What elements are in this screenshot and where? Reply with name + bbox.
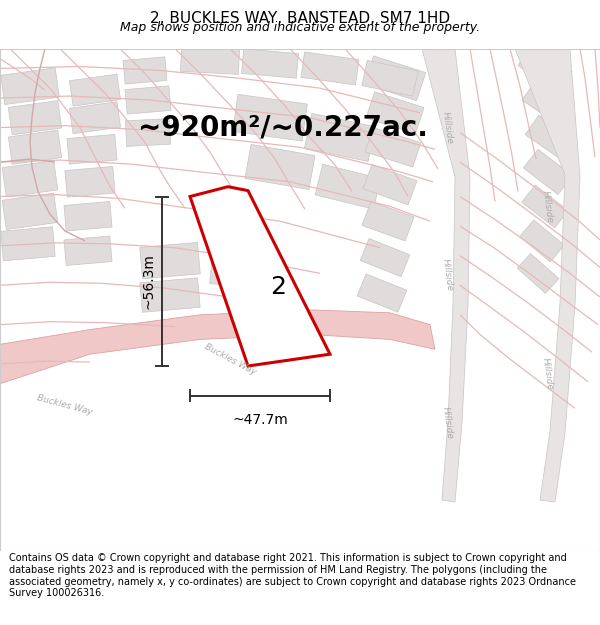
Bar [181, 47, 239, 74]
Bar [525, 115, 575, 159]
Bar [523, 149, 573, 194]
Text: Map shows position and indicative extent of the property.: Map shows position and indicative extent… [120, 21, 480, 34]
Text: Hillside: Hillside [441, 111, 455, 144]
Bar [304, 113, 376, 161]
Text: Hillside: Hillside [441, 406, 455, 440]
Bar [1, 227, 55, 261]
Bar [517, 254, 559, 293]
Bar [64, 201, 112, 231]
Bar [2, 193, 58, 229]
Bar [522, 80, 574, 126]
Bar [245, 144, 315, 189]
Bar [1, 68, 59, 104]
Bar [242, 49, 298, 78]
Bar [365, 127, 421, 167]
Bar [518, 44, 572, 92]
Bar [363, 164, 417, 205]
Bar [520, 220, 565, 262]
Bar [364, 56, 426, 101]
Bar [233, 94, 307, 141]
Text: Contains OS data © Crown copyright and database right 2021. This information is : Contains OS data © Crown copyright and d… [9, 554, 576, 598]
Bar [65, 166, 115, 197]
Bar [67, 134, 117, 164]
Bar [123, 57, 167, 84]
Text: Hillside: Hillside [441, 259, 455, 292]
Bar [70, 74, 121, 106]
Polygon shape [190, 187, 330, 366]
Bar [301, 52, 359, 85]
Bar [64, 236, 112, 266]
Bar [140, 242, 200, 279]
Text: ~47.7m: ~47.7m [232, 413, 288, 428]
Text: 2, BUCKLES WAY, BANSTEAD, SM7 1HD: 2, BUCKLES WAY, BANSTEAD, SM7 1HD [150, 11, 450, 26]
Text: 2: 2 [270, 275, 286, 299]
Bar [125, 119, 170, 146]
Text: Hillside: Hillside [541, 189, 555, 223]
Text: ~920m²/~0.227ac.: ~920m²/~0.227ac. [138, 114, 428, 142]
Bar [315, 164, 381, 209]
Polygon shape [0, 310, 435, 384]
Bar [360, 239, 410, 277]
Text: ~56.3m: ~56.3m [141, 253, 155, 309]
Text: Buckles Way: Buckles Way [203, 342, 257, 376]
Polygon shape [515, 49, 580, 502]
Bar [8, 130, 62, 164]
Bar [521, 185, 568, 228]
Text: Hillside: Hillside [541, 357, 555, 391]
Bar [70, 102, 121, 134]
Bar [210, 253, 270, 289]
Bar [8, 101, 62, 135]
Bar [357, 274, 407, 312]
Bar [125, 86, 171, 114]
Polygon shape [422, 49, 470, 502]
Bar [140, 278, 200, 312]
Bar [362, 61, 418, 96]
Bar [2, 161, 58, 197]
Bar [366, 92, 424, 134]
Bar [362, 201, 414, 241]
Text: Buckles Way: Buckles Way [37, 394, 94, 417]
